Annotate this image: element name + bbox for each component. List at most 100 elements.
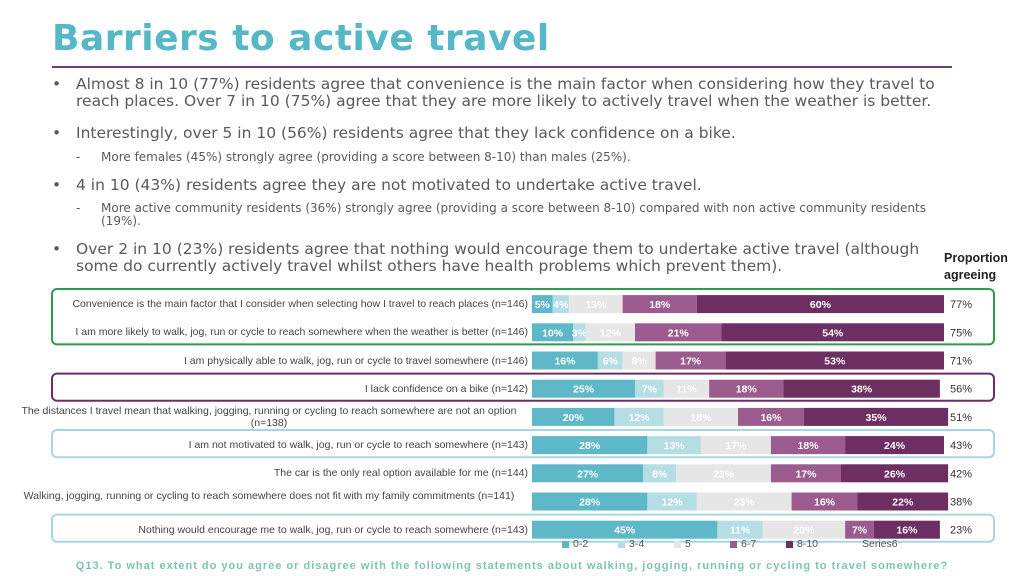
sub-bullet-dash: -	[76, 201, 81, 215]
proportion-value: 38%	[950, 497, 972, 509]
bullet-4-text: Over 2 in 10 (23%) residents agree that …	[76, 240, 920, 275]
legend-swatch	[562, 540, 569, 548]
bar-segment	[770, 436, 846, 455]
proportion-value: 23%	[950, 525, 972, 537]
bar-segment	[573, 323, 586, 342]
legend-swatch	[674, 540, 681, 548]
data-label: 35%	[866, 412, 888, 424]
legend-item: 0-2	[562, 538, 588, 550]
legend-item: 3-4	[618, 538, 644, 550]
page-title: Barriers to active travel	[52, 18, 550, 59]
category-label: Nothing would encourage me to walk, jog,…	[138, 523, 528, 536]
legend-label: Series6	[862, 538, 898, 550]
data-label: 16%	[760, 412, 782, 424]
data-label: 38%	[851, 384, 873, 396]
data-label: 5%	[535, 299, 551, 311]
bar-segment	[643, 464, 677, 483]
bullet-dot: •	[52, 75, 62, 93]
proportion-value: 71%	[950, 356, 972, 368]
bar-segment	[532, 436, 648, 455]
bar-segment	[655, 351, 726, 370]
data-label: 25%	[573, 384, 595, 396]
legend-label: 0-2	[573, 538, 589, 550]
data-label: 13%	[664, 440, 686, 452]
bar-segment	[647, 436, 701, 455]
bar-segment	[663, 407, 738, 426]
category-label: The distances I travel mean that walking…	[21, 404, 517, 429]
proportion-value: 43%	[950, 440, 972, 452]
legend-label: 6-7	[741, 538, 757, 550]
bar-segment	[532, 464, 644, 483]
bar-segment	[845, 436, 944, 455]
proportion-value: 42%	[950, 468, 972, 480]
proportion-value: 75%	[950, 327, 972, 339]
title-divider	[52, 66, 952, 68]
proportion-agreeing-header: Proportion agreeing	[944, 251, 1008, 282]
data-label: 24%	[884, 440, 906, 452]
data-label: 26%	[884, 468, 906, 480]
bar-segment	[717, 520, 763, 539]
data-label: 8%	[652, 468, 668, 480]
data-label: 23%	[734, 497, 756, 509]
data-label: 18%	[649, 299, 671, 311]
data-label: 8%	[632, 356, 648, 368]
bar-segment	[709, 379, 784, 398]
highlight-box-purple	[51, 372, 995, 402]
data-label: 18%	[690, 412, 712, 424]
data-label: 17%	[680, 356, 702, 368]
data-label: 60%	[810, 299, 832, 311]
highlight-box-teal	[51, 429, 995, 459]
bullet-dot: •	[52, 240, 62, 258]
bar-segment	[696, 492, 792, 511]
category-label: I lack confidence on a bike (n=142)	[364, 382, 528, 395]
bullet-2-text: Interestingly, over 5 in 10 (56%) reside…	[76, 124, 736, 142]
bar-segment	[873, 520, 940, 539]
data-label: 28%	[579, 497, 601, 509]
data-label: 18%	[736, 384, 758, 396]
data-label: 11%	[730, 525, 751, 537]
bar-segment	[532, 295, 553, 314]
bar-segment	[791, 492, 858, 511]
legend-swatch	[618, 540, 625, 548]
highlight-box-teal-2	[51, 513, 995, 543]
data-label: 27%	[577, 468, 599, 480]
proportion-value: 77%	[950, 299, 972, 311]
bullet-dot: •	[52, 124, 62, 142]
bar-segment	[738, 407, 804, 426]
bar-segment	[725, 351, 944, 370]
bar-segment	[635, 379, 664, 398]
bullet-3-text: 4 in 10 (43%) residents agree they are n…	[76, 176, 702, 194]
data-label: 12%	[629, 412, 651, 424]
data-label: 28%	[579, 440, 601, 452]
data-label: 22%	[892, 497, 914, 509]
bar-segment	[585, 323, 635, 342]
category-label: I am not motivated to walk, jog, run or …	[188, 439, 528, 452]
bar-segment	[803, 407, 949, 426]
data-label: 54%	[822, 327, 844, 339]
proportion-value: 51%	[950, 412, 972, 424]
bar-segment	[676, 464, 771, 483]
data-label: 6%	[603, 356, 619, 368]
data-label: 53%	[824, 356, 846, 368]
bar-segment	[532, 520, 718, 539]
category-label: Walking, jogging, running or cycling to …	[23, 489, 515, 502]
bar-segment	[783, 379, 940, 398]
bullet-1-text: Almost 8 in 10 (77%) residents agree tha…	[76, 75, 935, 110]
bar-segment	[721, 323, 944, 342]
legend-label: 8-10	[797, 538, 819, 550]
bar-segment	[614, 407, 664, 426]
bar-segment	[635, 323, 722, 342]
bar-segment	[532, 323, 574, 342]
bar-segment	[663, 379, 710, 398]
bar-segment	[532, 351, 598, 370]
bar-segment	[597, 351, 623, 370]
bar-segment	[770, 464, 841, 483]
category-label: Convenience is the main factor that I co…	[72, 298, 528, 311]
bar-segment	[845, 520, 874, 539]
bar-segment	[552, 295, 570, 314]
data-label: 4%	[553, 299, 569, 311]
data-label: 10%	[542, 327, 564, 339]
question-footer: Q13. To what extent do you agree or disa…	[75, 560, 949, 572]
bar-segment	[857, 492, 949, 511]
